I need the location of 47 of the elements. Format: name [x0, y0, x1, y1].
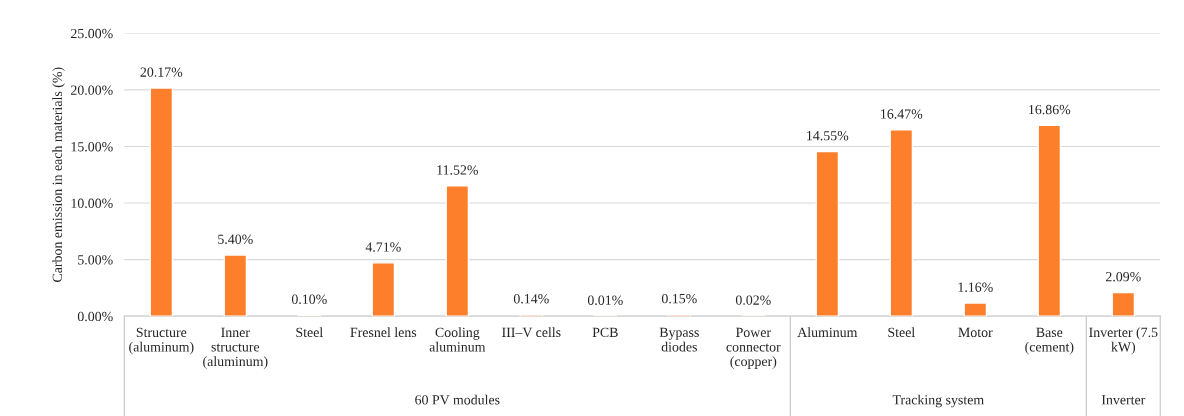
bar [889, 129, 914, 317]
y-tick-label: 15.00% [71, 142, 113, 152]
bar [963, 302, 988, 317]
data-label: 2.09% [1105, 271, 1141, 282]
data-label: 14.55% [807, 131, 849, 141]
y-tick-label: 5.00% [78, 255, 113, 265]
bar [371, 262, 396, 317]
x-tick-label: Steel [296, 327, 323, 338]
data-label: 16.86% [1029, 104, 1071, 115]
data-label: 16.47% [881, 109, 923, 119]
x-tick-label: Cooling aluminum [429, 327, 486, 352]
y-axis-title: Carbon emission in each materials (%) [52, 67, 65, 282]
bar [149, 87, 174, 317]
x-tick-label: Inverter (7.5 kW) [1089, 327, 1158, 355]
x-tick-label: Bypass diodes [659, 327, 699, 352]
y-tick-label: 0.00% [77, 311, 113, 322]
data-label: 0.02% [735, 295, 771, 305]
x-tick-label: Motor [958, 327, 993, 338]
data-label: 5.40% [218, 234, 253, 244]
text: 60 PV modules [415, 394, 500, 405]
x-tick-label: Power connector (copper) [726, 327, 781, 369]
data-label: 1.16% [958, 282, 993, 292]
data-label: 0.01% [587, 295, 623, 305]
data-label: 11.52% [437, 165, 478, 175]
y-tick-label: 10.00% [71, 198, 113, 209]
x-tick-label: Fresnel lens [350, 327, 417, 338]
text: Tracking system [892, 394, 984, 408]
bar [1111, 291, 1136, 317]
bar [223, 254, 248, 317]
x-tick-label: Inner structure (aluminum) [203, 327, 268, 369]
data-label: 20.17% [140, 67, 183, 77]
y-tick-label: 25.00% [71, 28, 113, 39]
y-tick-label: 20.00% [71, 85, 113, 95]
bar [445, 185, 470, 317]
x-tick-label: PCB [592, 327, 618, 338]
x-tick-label: Steel [888, 327, 915, 338]
data-label: 0.14% [513, 294, 549, 304]
bar [815, 150, 840, 317]
data-label: 0.10% [291, 294, 327, 304]
data-label: 4.71% [365, 242, 401, 252]
x-tick-label: Aluminum [797, 327, 858, 338]
text: Inverter [1101, 395, 1146, 405]
x-tick-label: Base (cement) [1025, 327, 1074, 355]
data-label: 0.15% [661, 293, 697, 304]
x-tick-label: Structure (aluminum) [129, 327, 194, 355]
x-tick-label: III–V cells [502, 327, 561, 338]
bar [1037, 124, 1062, 317]
